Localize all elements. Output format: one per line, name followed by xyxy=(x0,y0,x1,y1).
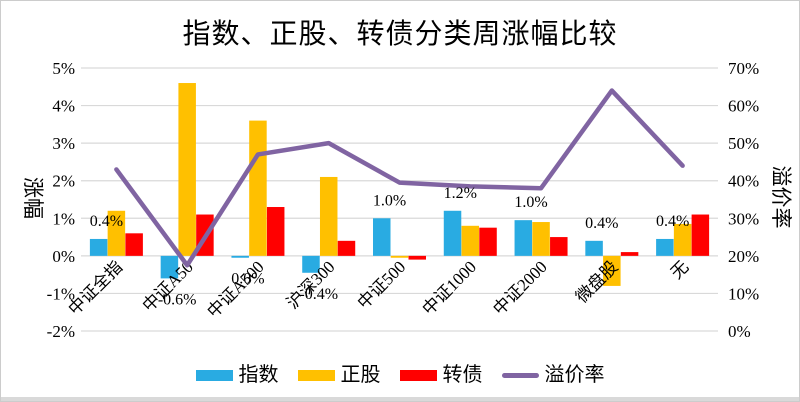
right-axis-tick: 70% xyxy=(728,59,759,78)
legend-item-stock: 正股 xyxy=(297,362,381,388)
premium-legend-marker xyxy=(501,372,539,378)
stock-bar-8 xyxy=(673,223,692,256)
legend-label: 转债 xyxy=(442,364,483,386)
data-label: 0.4% xyxy=(585,215,618,232)
right-axis-tick: 0% xyxy=(728,322,751,341)
right-axis-tick: 50% xyxy=(728,134,759,153)
x-tick-label: 中证2000 xyxy=(489,257,551,319)
stock-bar-0 xyxy=(107,210,126,256)
stock-bar-7 xyxy=(603,255,621,286)
premium-line xyxy=(114,88,685,268)
left-axis-tick: 4% xyxy=(52,97,75,116)
legend: 指数 正股 转债 溢价率 xyxy=(1,360,799,390)
left-axis-tick: 3% xyxy=(52,134,75,153)
index-bar-4 xyxy=(373,218,391,256)
left-axis-tick: -2% xyxy=(47,322,75,341)
x-tick-label: 中证A500 xyxy=(204,257,268,321)
legend-label: 正股 xyxy=(340,364,381,386)
data-label: 0.0% xyxy=(231,271,264,288)
bond-bar-0 xyxy=(125,233,143,256)
index-bar-8 xyxy=(656,238,674,256)
bond-bar-6 xyxy=(550,237,568,256)
right-axis-tick: 60% xyxy=(728,97,759,116)
legend-item-index: 指数 xyxy=(195,362,279,388)
bond-bar-7 xyxy=(620,252,639,256)
data-label: 1.2% xyxy=(444,185,477,202)
stock-bar-4 xyxy=(390,255,409,258)
stock-legend-marker xyxy=(297,369,335,381)
legend-item-bond: 转债 xyxy=(399,362,483,388)
stock-bar-2 xyxy=(249,120,267,256)
right-axis-tick: 10% xyxy=(728,284,759,303)
stock-bar-1 xyxy=(178,83,196,256)
index-bar-5 xyxy=(443,210,462,256)
x-tick-label: 中证500 xyxy=(354,257,410,313)
data-label: 1.0% xyxy=(514,194,547,211)
data-label: -0.4% xyxy=(299,286,338,303)
data-label: 1.0% xyxy=(373,192,406,209)
data-label: 0.4% xyxy=(656,213,689,230)
right-axis-tick: 20% xyxy=(728,247,759,266)
bond-bar-5 xyxy=(479,227,497,256)
x-tick-label: 无 xyxy=(667,257,692,282)
stock-bar-6 xyxy=(532,222,550,256)
index-bar-6 xyxy=(514,220,533,256)
index-legend-marker xyxy=(195,369,233,381)
data-label: 0.4% xyxy=(90,213,123,230)
x-tick-label: 中证1000 xyxy=(419,257,481,319)
left-axis-tick: 2% xyxy=(52,172,75,191)
legend-label: 溢价率 xyxy=(544,364,605,386)
index-bar-0 xyxy=(89,238,108,256)
left-axis-tick: 1% xyxy=(52,209,75,228)
data-label: -0.6% xyxy=(158,291,197,308)
chart-title: 指数、正股、转债分类周涨幅比较 xyxy=(182,19,618,50)
right-axis-tick: 40% xyxy=(728,172,759,191)
index-bar-3 xyxy=(302,255,320,273)
left-axis-tick: 0% xyxy=(52,247,75,266)
stock-bar-5 xyxy=(461,225,480,256)
index-bar-1 xyxy=(160,255,179,279)
right-axis-tick: 30% xyxy=(728,209,759,228)
bond-legend-marker xyxy=(399,369,437,381)
legend-label: 指数 xyxy=(238,364,279,386)
index-bar-7 xyxy=(585,240,603,256)
stock-bar-3 xyxy=(319,176,338,256)
bond-bar-4 xyxy=(408,255,426,260)
bond-bar-8 xyxy=(691,214,710,256)
legend-item-premium: 溢价率 xyxy=(501,362,605,388)
bottom-edge-strip xyxy=(1,397,799,401)
index-bar-2 xyxy=(231,255,249,258)
left-axis-tick: 5% xyxy=(52,59,75,78)
left-axis-tick: -1% xyxy=(47,284,75,303)
bond-bar-3 xyxy=(337,240,356,256)
bond-bar-2 xyxy=(266,207,285,256)
